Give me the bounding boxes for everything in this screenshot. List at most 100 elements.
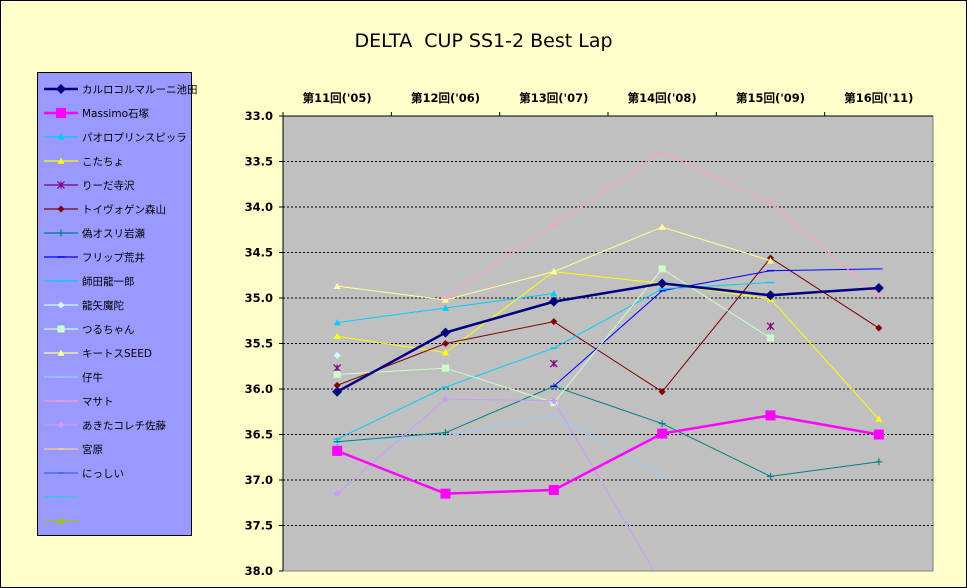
series-line bbox=[553, 268, 879, 387]
y-tick-label: 37.0 bbox=[245, 473, 273, 487]
legend-label: 偽オスリ岩瀬 bbox=[82, 228, 145, 240]
y-tick-label: 36.5 bbox=[245, 428, 273, 442]
data-point bbox=[333, 351, 341, 359]
legend-swatch bbox=[44, 421, 78, 429]
legend-label: フリップ荒井 bbox=[82, 252, 145, 264]
data-point bbox=[549, 359, 558, 368]
data-point bbox=[767, 334, 774, 342]
series-15 bbox=[333, 395, 666, 588]
series-2 bbox=[332, 410, 884, 499]
data-point bbox=[57, 301, 65, 309]
data-point bbox=[333, 319, 341, 326]
data-point bbox=[875, 415, 883, 422]
legend-swatch bbox=[44, 108, 78, 118]
data-point bbox=[442, 304, 449, 311]
legend-item: 仔牛 bbox=[38, 365, 191, 389]
y-tick-label: 34.5 bbox=[245, 246, 273, 260]
data-point bbox=[442, 349, 449, 356]
legend-label: カルロコルマルーニ池田 bbox=[82, 84, 198, 96]
series-line bbox=[337, 271, 880, 420]
series-line bbox=[336, 257, 880, 393]
y-tick-label: 35.0 bbox=[245, 291, 273, 305]
data-point bbox=[658, 388, 666, 396]
legend-swatch bbox=[44, 256, 78, 258]
x-tick-label: 第14回('08) bbox=[628, 91, 697, 105]
data-point bbox=[57, 517, 65, 524]
legend-swatch bbox=[44, 205, 78, 213]
legend-swatch bbox=[44, 229, 78, 237]
y-tick-label: 35.5 bbox=[245, 337, 273, 351]
data-point bbox=[548, 296, 559, 307]
legend-label: 宮原 bbox=[82, 444, 103, 456]
data-point bbox=[57, 181, 65, 189]
x-tick-label: 第15回('09) bbox=[736, 91, 805, 105]
legend-label: 龍矢魔陀 bbox=[82, 300, 124, 312]
data-point bbox=[333, 332, 341, 340]
data-point bbox=[767, 472, 774, 480]
data-point bbox=[657, 428, 668, 439]
y-tick-label: 33.0 bbox=[245, 109, 273, 123]
legend-swatch bbox=[44, 517, 78, 524]
legend-item: マサト bbox=[38, 389, 191, 413]
data-point bbox=[875, 458, 883, 466]
data-point bbox=[442, 395, 449, 403]
data-point bbox=[56, 84, 66, 94]
data-point bbox=[659, 581, 666, 588]
data-point bbox=[550, 318, 558, 326]
data-point bbox=[657, 278, 668, 289]
data-point bbox=[765, 410, 776, 421]
legend-item bbox=[38, 509, 191, 533]
data-point bbox=[548, 485, 559, 496]
data-point bbox=[333, 490, 341, 498]
series-line bbox=[337, 414, 663, 476]
legend-item: カルロコルマルーニ池田 bbox=[38, 77, 198, 101]
legend-label: キートスSEED bbox=[82, 348, 153, 360]
y-tick-label: 38.0 bbox=[245, 564, 273, 578]
legend-swatch bbox=[44, 181, 78, 189]
legend-label: Massimo石塚 bbox=[82, 108, 150, 120]
data-point bbox=[333, 370, 341, 378]
legend-swatch bbox=[44, 157, 78, 164]
legend-swatch bbox=[44, 133, 78, 140]
x-tick-label: 第13回('07) bbox=[519, 91, 588, 105]
data-point bbox=[767, 257, 774, 264]
chart-title: DELTA CUP SS1-2 Best Lap bbox=[354, 30, 613, 52]
data-point bbox=[658, 265, 666, 273]
data-point bbox=[442, 340, 449, 347]
data-point bbox=[57, 229, 65, 237]
data-point bbox=[442, 429, 449, 437]
series-12 bbox=[333, 223, 774, 303]
series-line bbox=[336, 414, 880, 495]
legend-swatch bbox=[44, 325, 78, 333]
legend-swatch bbox=[44, 84, 78, 94]
chart-legend: カルロコルマルーニ池田 Massimo石塚パオロプリンスピッラこたちょりーだ寺沢ト… bbox=[37, 72, 198, 536]
legend-item: 偽オスリ岩瀬 bbox=[38, 221, 191, 245]
data-point bbox=[57, 421, 65, 429]
legend-label: 師田龍一郎 bbox=[82, 276, 135, 288]
legend-swatch bbox=[44, 376, 78, 378]
legend-item: Massimo石塚 bbox=[38, 101, 191, 125]
legend-item: 師田龍一郎 bbox=[38, 269, 191, 293]
data-point bbox=[550, 397, 558, 405]
data-point bbox=[56, 108, 66, 118]
legend-label: トイヴォゲン森山 bbox=[82, 204, 166, 216]
data-point bbox=[658, 223, 666, 230]
y-tick-label: 34.0 bbox=[245, 200, 273, 214]
x-tick-label: 第12回('06) bbox=[411, 91, 480, 105]
legend-item: トイヴォゲン森山 bbox=[38, 197, 191, 221]
legend-item: つるちゃん bbox=[38, 317, 191, 341]
legend-item: キートスSEED bbox=[38, 341, 191, 365]
legend-label: こたちょ bbox=[82, 156, 124, 168]
legend-label: りーだ寺沢 bbox=[82, 180, 135, 192]
legend-item: パオロプリンスピッラ bbox=[38, 125, 191, 149]
legend-swatch bbox=[44, 349, 78, 356]
data-point bbox=[875, 324, 883, 332]
legend-item: 龍矢魔陀 bbox=[38, 293, 191, 317]
legend-swatch bbox=[44, 280, 78, 282]
legend-item: フリップ荒井 bbox=[38, 245, 191, 269]
data-point bbox=[57, 349, 65, 356]
series-line bbox=[337, 385, 879, 477]
y-tick-label: 37.5 bbox=[245, 519, 273, 533]
series-14 bbox=[442, 151, 883, 299]
